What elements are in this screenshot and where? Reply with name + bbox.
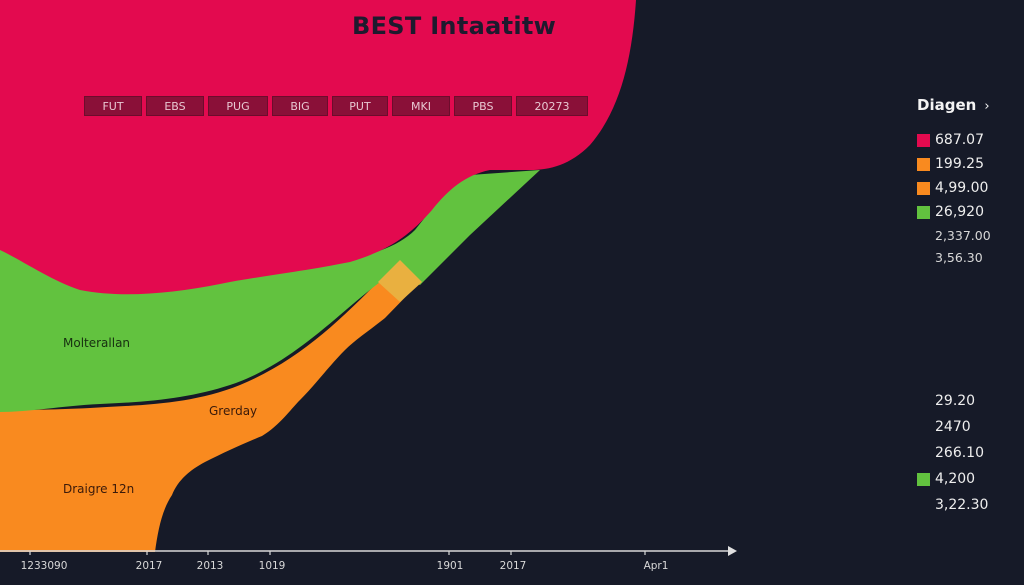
- legend-row: 4,200: [917, 466, 988, 492]
- legend-secondary: 29.20 2470 266.10 4,200 3,22.30: [917, 388, 988, 518]
- tab-mki[interactable]: MKI: [392, 96, 450, 116]
- tab-pbs[interactable]: PBS: [454, 96, 512, 116]
- x-tick-label: 1901: [436, 560, 464, 572]
- swatch-orange-icon: [917, 181, 930, 195]
- legend-value: 3,56.30: [935, 249, 983, 265]
- x-tick-label: 2013: [196, 560, 224, 572]
- swatch-green-icon: [917, 205, 930, 219]
- swatch-orange-icon: [917, 157, 930, 171]
- legend-row: 2,337.00: [917, 224, 991, 246]
- legend-value: 2470: [935, 419, 971, 435]
- area-orange: [0, 280, 420, 552]
- legend-title: Diagen: [917, 96, 977, 114]
- tab-ebs[interactable]: EBS: [146, 96, 204, 116]
- legend-value: 3,22.30: [935, 497, 989, 513]
- swatch-red-icon: [917, 133, 930, 147]
- legend-row: 687.07: [917, 128, 991, 152]
- x-tick-label: Apr1: [643, 560, 669, 572]
- x-tick-label: 2017: [499, 560, 527, 572]
- tab-fut[interactable]: FUT: [84, 96, 142, 116]
- highlight-marker: [378, 260, 422, 302]
- x-axis-arrow-icon: [728, 546, 737, 556]
- area-label-orange-upper: Grerday: [209, 404, 258, 418]
- legend-row: 29.20: [917, 388, 988, 414]
- category-tabs: FUT EBS PUG BIG PUT MKI PBS 20273: [84, 96, 588, 116]
- x-axis-ticks: [29, 551, 646, 555]
- x-tick-label: 2017: [135, 560, 163, 572]
- legend-row: 3,22.30: [917, 492, 988, 518]
- legend-row: 4,99.00: [917, 176, 991, 200]
- tab-pug[interactable]: PUG: [208, 96, 268, 116]
- legend-value: 4,200: [935, 471, 976, 487]
- legend-value: 4,99.00: [935, 180, 989, 196]
- swatch-green-icon: [917, 472, 930, 486]
- legend-row: 3,56.30: [917, 246, 991, 268]
- legend-value: 2,337.00: [935, 227, 991, 243]
- chevron-right-icon[interactable]: ›: [984, 99, 990, 114]
- area-red: [0, 0, 636, 295]
- legend-value: 199.25: [935, 156, 984, 172]
- legend-row: 26,920: [917, 200, 991, 224]
- legend-value: 266.10: [935, 445, 984, 461]
- x-tick-label: 1233090: [20, 560, 68, 572]
- tab-put[interactable]: PUT: [332, 96, 388, 116]
- area-label-orange-lower: Draigre 12n: [63, 482, 135, 496]
- legend-row: 2470: [917, 414, 988, 440]
- legend-header[interactable]: Diagen ›: [917, 96, 991, 114]
- chart-title: BEST Intaatitw: [352, 12, 557, 40]
- legend-value: 26,920: [935, 204, 984, 220]
- tab-20273[interactable]: 20273: [516, 96, 588, 116]
- legend-value: 687.07: [935, 132, 984, 148]
- area-green: [0, 170, 540, 412]
- legend-row: 266.10: [917, 440, 988, 466]
- legend: Diagen › 687.07 199.25 4,99.00 26,920 2,3…: [917, 96, 991, 268]
- tab-big[interactable]: BIG: [272, 96, 328, 116]
- area-label-green: Molterallan: [63, 336, 131, 350]
- x-tick-label: 1019: [258, 560, 286, 572]
- legend-row: 199.25: [917, 152, 991, 176]
- legend-value: 29.20: [935, 393, 976, 409]
